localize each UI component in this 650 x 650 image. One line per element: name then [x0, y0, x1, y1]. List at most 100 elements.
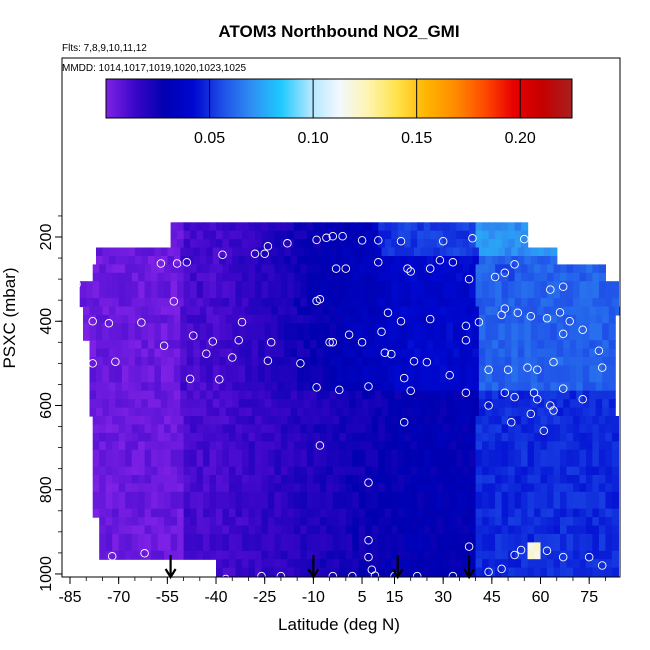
heatmap-cell: [287, 230, 295, 240]
heatmap-cell: [336, 399, 344, 409]
heatmap-cell: [465, 373, 473, 383]
heatmap-cell: [491, 399, 499, 409]
heatmap-cell: [115, 390, 123, 400]
heatmap-cell: [316, 357, 324, 367]
heatmap-cell: [514, 475, 522, 485]
heatmap-cell: [277, 407, 285, 417]
heatmap-cell: [469, 441, 477, 451]
heatmap-cell: [550, 247, 558, 257]
heatmap-cell: [293, 559, 301, 569]
heatmap-cell: [293, 264, 301, 274]
heatmap-cell: [112, 424, 120, 434]
heatmap-cell: [352, 517, 360, 527]
heatmap-cell: [362, 306, 370, 316]
heatmap-cell: [527, 475, 535, 485]
heatmap-cell: [112, 542, 120, 552]
heatmap-cell: [319, 432, 327, 442]
heatmap-cell: [521, 517, 529, 527]
heatmap-cell: [514, 525, 522, 535]
heatmap-cell: [586, 449, 594, 459]
heatmap-cell: [410, 533, 418, 543]
heatmap-cell: [212, 340, 220, 350]
heatmap-cell: [255, 466, 263, 476]
heatmap-cell: [462, 533, 470, 543]
heatmap-cell: [514, 289, 522, 299]
heatmap-cell: [540, 432, 548, 442]
heatmap-cell: [521, 416, 529, 426]
heatmap-cell: [144, 281, 152, 291]
heatmap-cell: [196, 525, 204, 535]
heatmap-cell: [209, 542, 217, 552]
heatmap-cell: [358, 500, 366, 510]
heatmap-cell: [569, 323, 577, 333]
sample-point: [464, 274, 474, 284]
heatmap-cell: [180, 357, 188, 367]
heatmap-cell: [556, 357, 564, 367]
heatmap-cell: [488, 533, 496, 543]
heatmap-cell: [524, 390, 532, 400]
heatmap-cell: [456, 432, 464, 442]
heatmap-cell: [540, 508, 548, 518]
heatmap-cell: [534, 500, 542, 510]
heatmap-cell: [501, 298, 509, 308]
heatmap-cell: [501, 416, 509, 426]
heatmap-cell: [332, 466, 340, 476]
heatmap-cell: [225, 340, 233, 350]
heatmap-cell: [423, 432, 431, 442]
heatmap-cell: [566, 416, 574, 426]
heatmap-cell: [573, 289, 581, 299]
heatmap-cell: [375, 365, 383, 375]
heatmap-cell: [586, 550, 594, 560]
heatmap-cell: [99, 483, 107, 493]
heatmap-cell: [514, 508, 522, 518]
heatmap-cell: [261, 222, 269, 232]
heatmap-cell: [482, 475, 490, 485]
heatmap-cell: [605, 298, 613, 308]
heatmap-cell: [365, 449, 373, 459]
heatmap-cell: [222, 525, 230, 535]
heatmap-cell: [547, 289, 555, 299]
sample-point: [513, 308, 523, 318]
heatmap-cell: [248, 559, 256, 569]
heatmap-cell: [436, 298, 444, 308]
heatmap-cell: [530, 390, 538, 400]
heatmap-cell: [196, 542, 204, 552]
heatmap-cell: [277, 399, 285, 409]
heatmap-cell: [469, 491, 477, 501]
heatmap-cell: [242, 239, 250, 249]
heatmap-cell: [569, 306, 577, 316]
heatmap-cell: [196, 458, 204, 468]
sample-point: [558, 282, 568, 291]
heatmap-cell: [586, 432, 594, 442]
heatmap-cell: [586, 559, 594, 569]
heatmap-cell: [167, 399, 175, 409]
heatmap-cell: [342, 407, 350, 417]
heatmap-cell: [566, 458, 574, 468]
heatmap-cell: [300, 222, 308, 232]
heatmap-cell: [556, 323, 564, 333]
heatmap-cell: [232, 373, 240, 383]
heatmap-cell: [102, 306, 110, 316]
heatmap-cell: [433, 256, 441, 266]
heatmap-cell: [245, 348, 253, 358]
heatmap-cell: [391, 222, 399, 232]
heatmap-cell: [141, 365, 149, 375]
heatmap-cell: [449, 441, 457, 451]
heatmap-cell: [306, 416, 314, 426]
heatmap-cell: [326, 281, 334, 291]
heatmap-cell: [164, 289, 172, 299]
heatmap-cell: [436, 222, 444, 232]
heatmap-cell: [99, 491, 107, 501]
heatmap-cell: [287, 424, 295, 434]
heatmap-cell: [472, 256, 480, 266]
heatmap-cell: [459, 314, 467, 324]
heatmap-cell: [589, 407, 597, 417]
heatmap-cell: [579, 264, 587, 274]
heatmap-cell: [433, 390, 441, 400]
heatmap-cell: [118, 542, 126, 552]
heatmap-cell: [216, 289, 224, 299]
sample-point: [72, 279, 81, 289]
heatmap-cell: [229, 239, 237, 249]
heatmap-cell: [488, 508, 496, 518]
heatmap-cell: [472, 357, 480, 367]
